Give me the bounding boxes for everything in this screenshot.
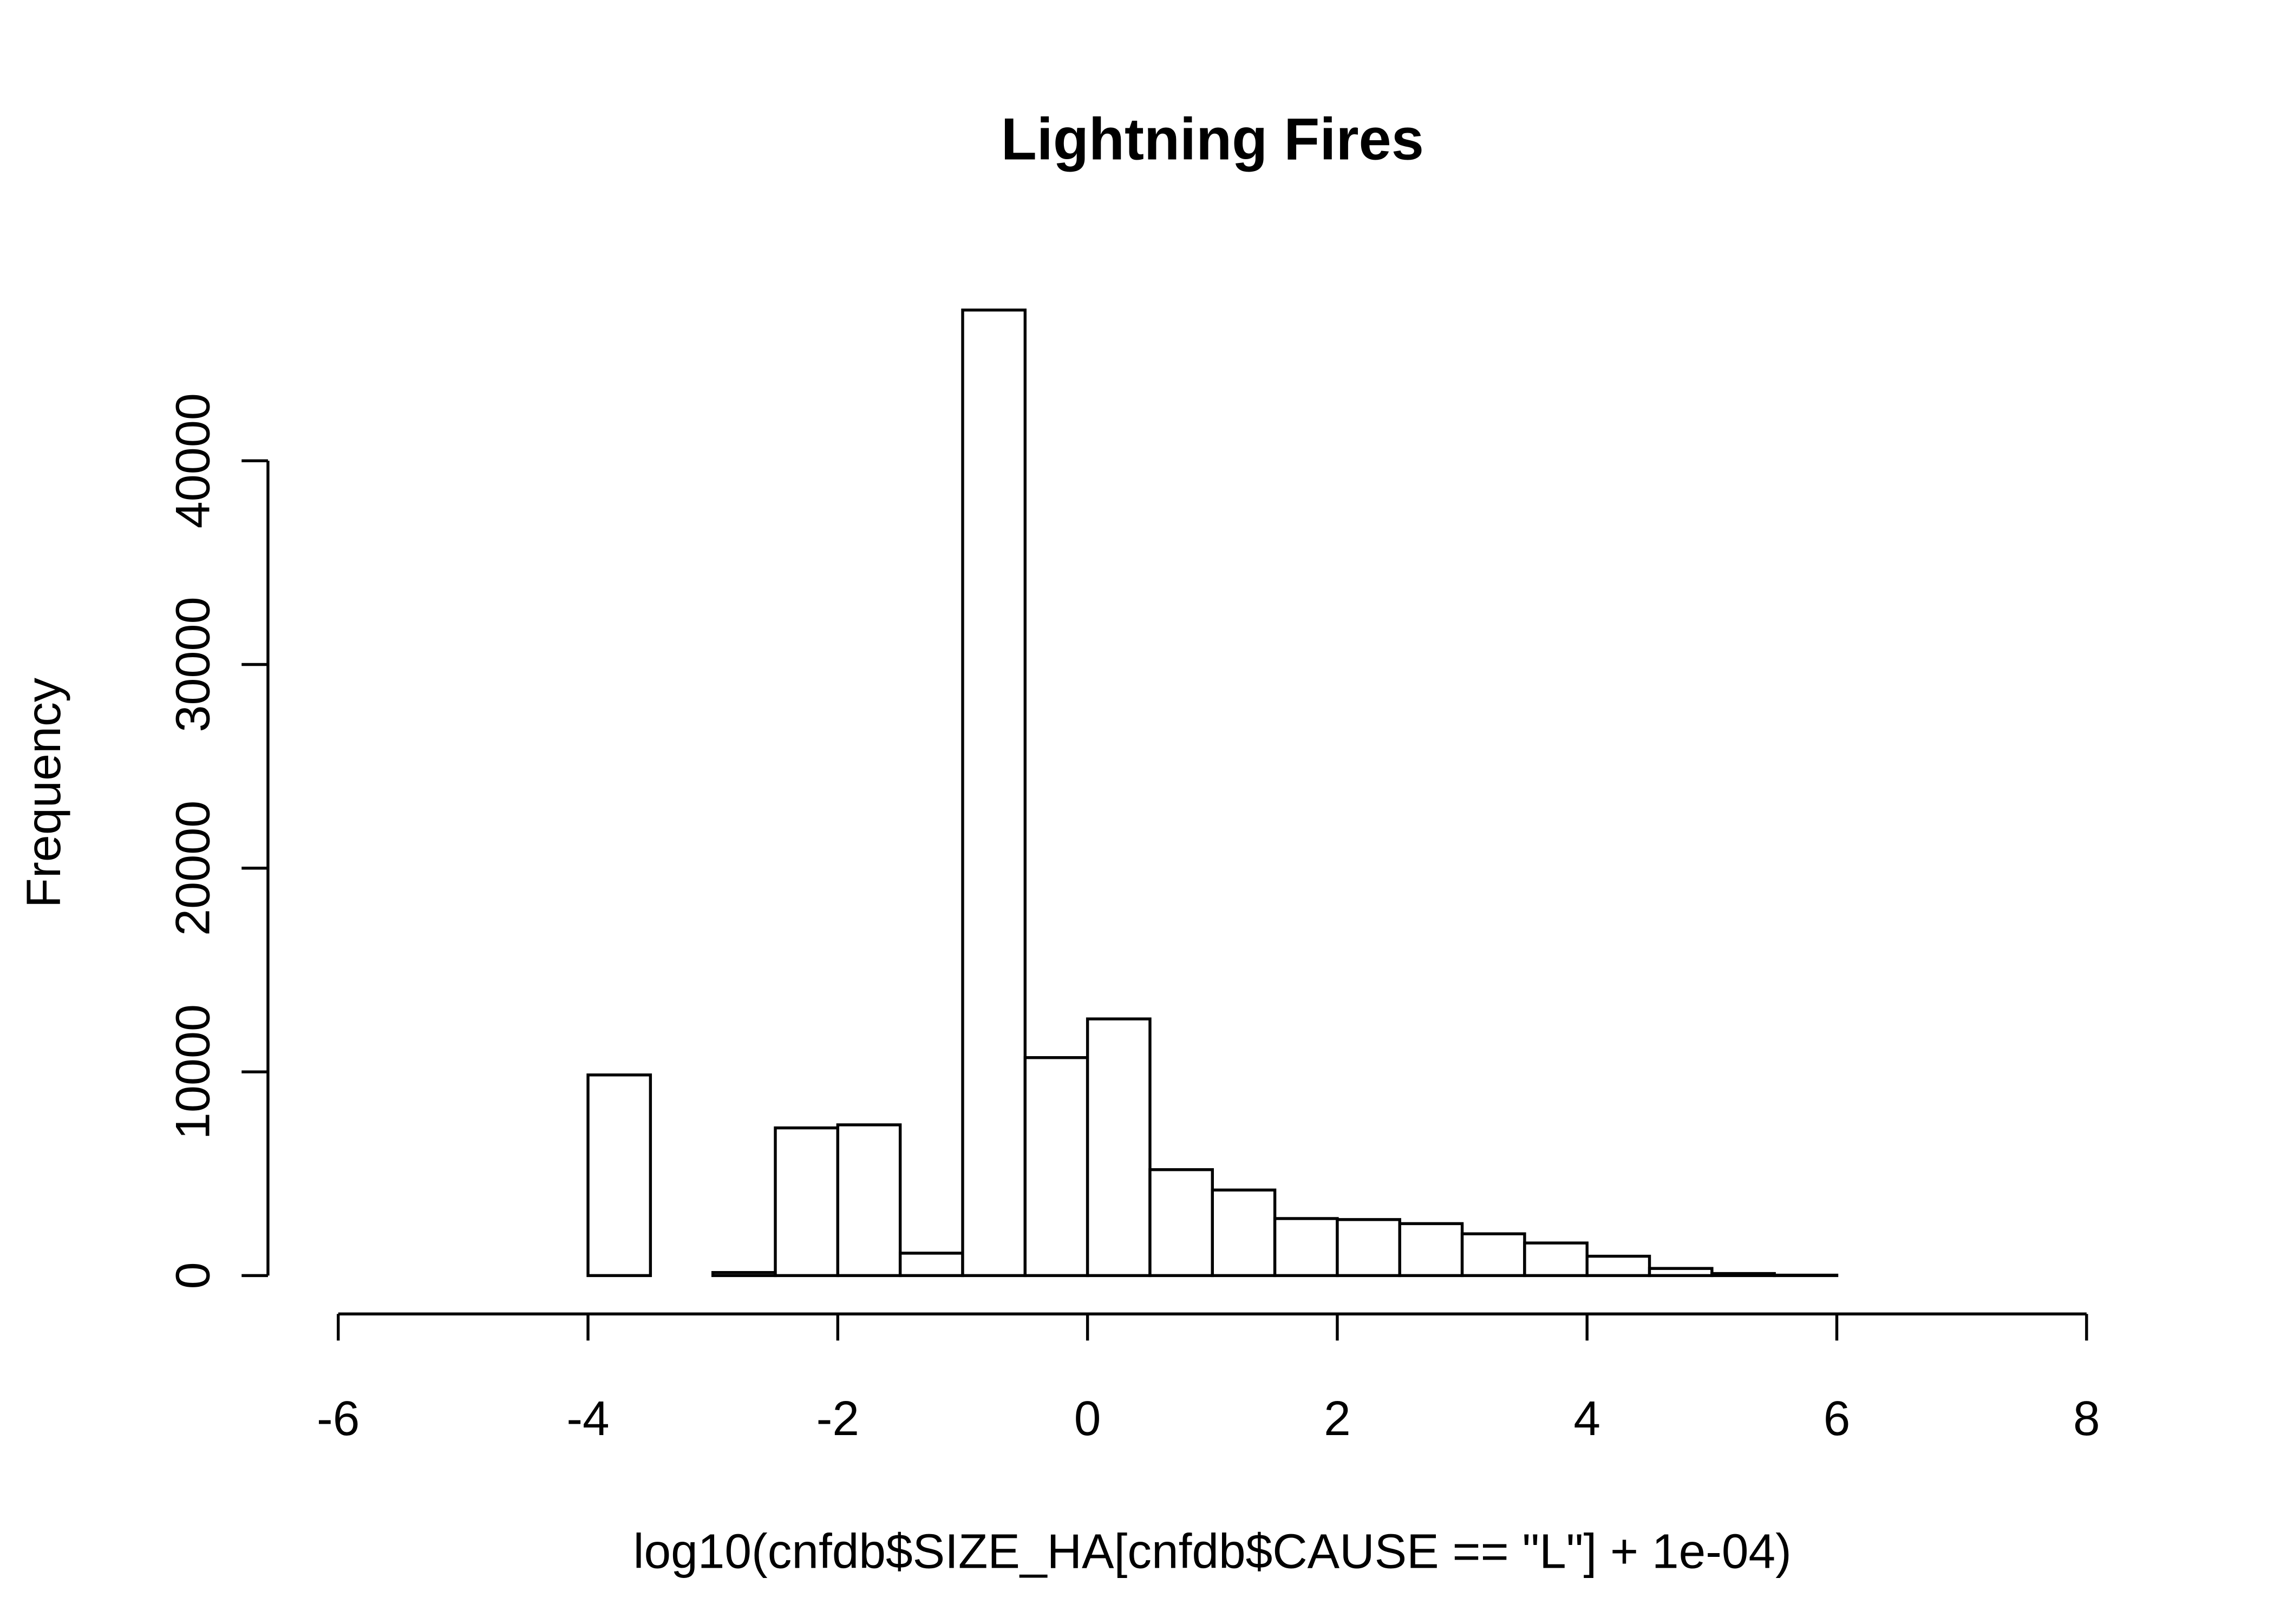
bar [961, 309, 1027, 1278]
y-tick-label: 40000 [166, 393, 220, 528]
x-axis-label: log10(cnfdb$SIZE_HA[cnfdb$CAUSE == "L"] … [633, 1524, 1792, 1578]
bar [1336, 1218, 1401, 1278]
x-tick-label: 4 [1573, 1391, 1600, 1445]
x-tick-label: 6 [1824, 1391, 1851, 1445]
bar [1585, 1254, 1651, 1278]
y-tick-label: 30000 [166, 597, 220, 732]
bar [586, 1073, 652, 1278]
bar [1773, 1273, 1839, 1278]
bar [836, 1123, 902, 1278]
bar [711, 1271, 777, 1278]
y-axis-label: Frequency [16, 678, 70, 908]
bar [1086, 1017, 1152, 1278]
bar [898, 1252, 964, 1278]
x-tick-label: 2 [1324, 1391, 1351, 1445]
bar [1211, 1188, 1277, 1278]
bar [1023, 1056, 1089, 1278]
x-tick-label: -4 [566, 1391, 609, 1445]
x-tick-label: -6 [317, 1391, 360, 1445]
y-tick-label: 0 [166, 1262, 220, 1289]
bar [1460, 1232, 1526, 1278]
bar [1523, 1241, 1589, 1278]
bar [1398, 1222, 1464, 1278]
x-tick-label: -2 [816, 1391, 859, 1445]
y-tick-label: 20000 [166, 801, 220, 936]
bar [1710, 1272, 1776, 1278]
bar [1273, 1217, 1339, 1278]
chart-title: Lightning Fires [1001, 107, 1424, 173]
bar [1148, 1168, 1214, 1278]
bar [1648, 1267, 1714, 1278]
y-tick-label: 10000 [166, 1004, 220, 1140]
x-tick-label: 0 [1074, 1391, 1101, 1445]
bar [774, 1126, 840, 1278]
x-tick-label: 8 [2073, 1391, 2100, 1445]
